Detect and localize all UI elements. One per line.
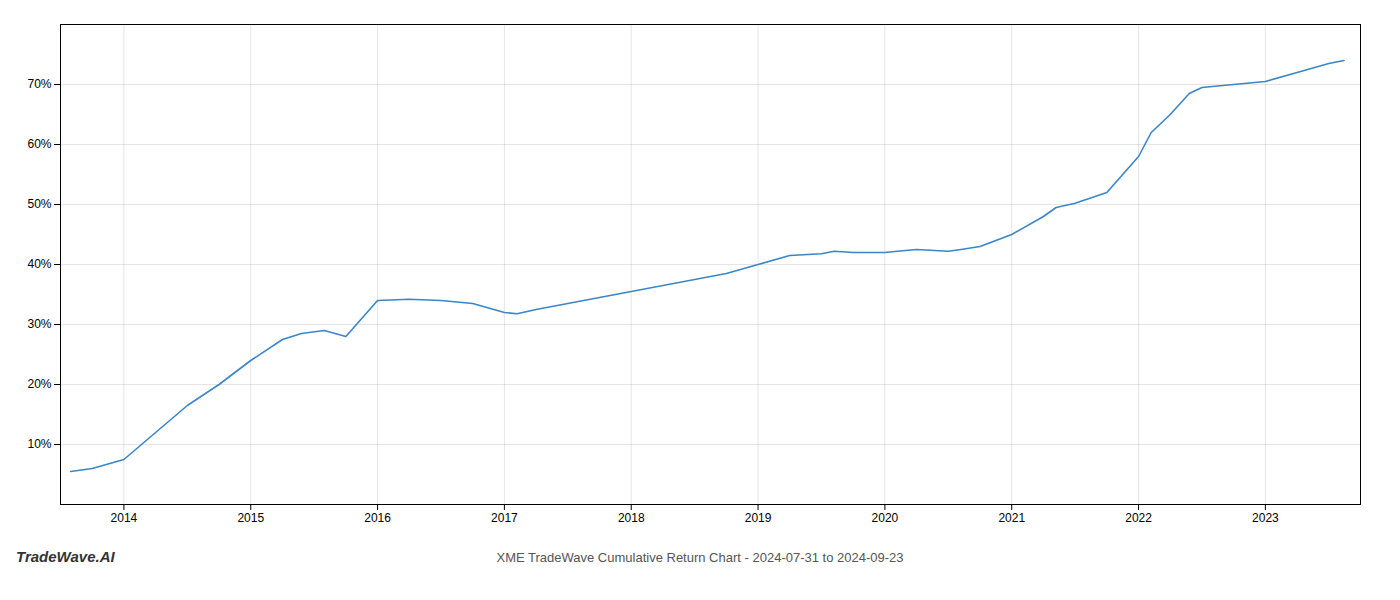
svg-text:2016: 2016 — [364, 511, 391, 525]
svg-text:2018: 2018 — [618, 511, 645, 525]
svg-text:2019: 2019 — [745, 511, 772, 525]
svg-text:10%: 10% — [27, 437, 51, 451]
svg-text:2017: 2017 — [491, 511, 518, 525]
svg-text:20%: 20% — [27, 377, 51, 391]
html-text:XME TradeWave Cumulative Retur: XME TradeWave Cumulative Return Chart - … — [496, 550, 904, 565]
svg-text:2015: 2015 — [237, 511, 264, 525]
svg-text:2014: 2014 — [111, 511, 138, 525]
svg-text:40%: 40% — [27, 257, 51, 271]
svg-text:2020: 2020 — [872, 511, 899, 525]
svg-text:50%: 50% — [27, 197, 51, 211]
svg-text:2023: 2023 — [1252, 511, 1279, 525]
svg-text:2022: 2022 — [1125, 511, 1152, 525]
svg-text:60%: 60% — [27, 137, 51, 151]
html-text:TradeWave.AI: TradeWave.AI — [16, 548, 115, 565]
svg-text:30%: 30% — [27, 317, 51, 331]
svg-text:70%: 70% — [27, 77, 51, 91]
svg-text:2021: 2021 — [998, 511, 1025, 525]
